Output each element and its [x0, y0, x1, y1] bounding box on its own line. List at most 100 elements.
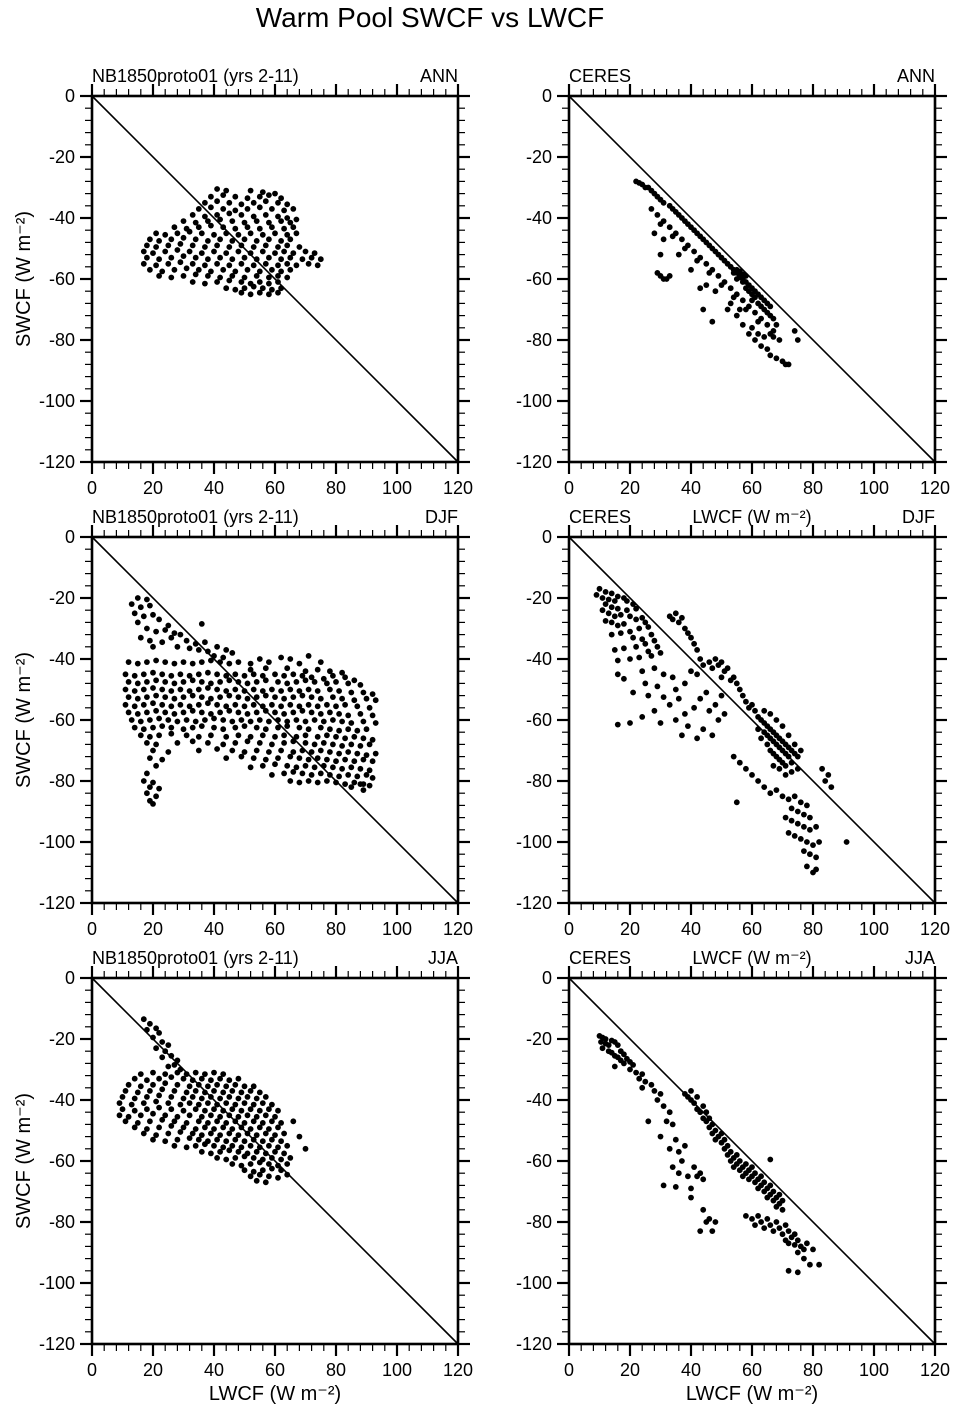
- panel-left-title: CERES: [569, 948, 632, 968]
- svg-text:-60: -60: [526, 1151, 552, 1171]
- svg-text:0: 0: [87, 478, 97, 498]
- svg-text:100: 100: [382, 478, 412, 498]
- panel-season-label: DJF: [902, 507, 935, 527]
- x-axis-title: LWCF (W m⁻²): [685, 1383, 819, 1405]
- svg-text:60: 60: [265, 1360, 285, 1380]
- svg-text:100: 100: [859, 919, 889, 939]
- svg-text:-40: -40: [526, 208, 552, 228]
- svg-text:40: 40: [204, 919, 224, 939]
- svg-text:120: 120: [443, 478, 473, 498]
- svg-text:40: 40: [204, 1360, 224, 1380]
- svg-text:40: 40: [681, 1360, 701, 1380]
- svg-text:0: 0: [564, 1360, 574, 1380]
- svg-text:-40: -40: [49, 649, 75, 669]
- scatter-panel-ceres-ann: 0 20 40 60 80 100 120 0 -20 -40 -60 -80 -100 -120: [497, 76, 953, 520]
- svg-text:-60: -60: [526, 269, 552, 289]
- svg-text:-100: -100: [516, 1273, 552, 1293]
- svg-text:-20: -20: [49, 147, 75, 167]
- svg-text:-20: -20: [49, 1029, 75, 1049]
- panel-left-title: NB1850proto01 (yrs 2-11): [92, 948, 299, 968]
- panel-header-model-djf: NB1850proto01 (yrs 2-11) DJF: [92, 507, 458, 527]
- svg-text:120: 120: [920, 478, 950, 498]
- svg-text:0: 0: [564, 478, 574, 498]
- svg-text:-100: -100: [516, 832, 552, 852]
- panel-left-title: CERES: [569, 66, 632, 86]
- svg-text:-40: -40: [526, 649, 552, 669]
- svg-text:80: 80: [326, 919, 346, 939]
- svg-text:40: 40: [204, 478, 224, 498]
- svg-text:-100: -100: [516, 391, 552, 411]
- svg-text:-120: -120: [39, 1334, 75, 1354]
- svg-text:-20: -20: [526, 1029, 552, 1049]
- svg-text:-60: -60: [526, 710, 552, 730]
- panel-left-title: NB1850proto01 (yrs 2-11): [92, 66, 299, 86]
- svg-text:20: 20: [143, 919, 163, 939]
- svg-text:0: 0: [87, 1360, 97, 1380]
- panel-season-label: ANN: [419, 66, 458, 86]
- svg-text:-40: -40: [526, 1090, 552, 1110]
- svg-text:20: 20: [620, 1360, 640, 1380]
- svg-text:-20: -20: [526, 588, 552, 608]
- svg-text:80: 80: [326, 478, 346, 498]
- panel-center-title: LWCF (W m⁻²): [692, 948, 812, 968]
- svg-text:-120: -120: [39, 893, 75, 913]
- svg-text:-80: -80: [49, 771, 75, 791]
- svg-text:60: 60: [742, 919, 762, 939]
- svg-text:60: 60: [742, 478, 762, 498]
- svg-text:20: 20: [620, 478, 640, 498]
- svg-text:-80: -80: [526, 330, 552, 350]
- scatter-panel-ceres-jja: 0 20 40 60 80 100 120 0 -20 -40 -60 -80 -100 -120: [497, 958, 953, 1402]
- svg-text:-80: -80: [526, 1212, 552, 1232]
- panel-season-label: ANN: [896, 66, 935, 86]
- svg-text:0: 0: [87, 919, 97, 939]
- svg-text:0: 0: [542, 527, 552, 547]
- panel-center-title: LWCF (W m⁻²): [692, 507, 812, 527]
- svg-text:20: 20: [143, 478, 163, 498]
- scatter-panel-model-ann: 0 20 40 60 80 100 120 0 -20 -40 -60 -80 -100 -120: [20, 76, 492, 520]
- svg-text:20: 20: [143, 1360, 163, 1380]
- svg-text:0: 0: [65, 86, 75, 106]
- svg-text:-120: -120: [516, 893, 552, 913]
- panel-header-ceres-djf: CERES LWCF (W m⁻²) DJF: [569, 507, 935, 527]
- panel-header-ceres-ann: CERES ANN: [569, 66, 935, 86]
- svg-text:-80: -80: [49, 330, 75, 350]
- svg-text:120: 120: [920, 919, 950, 939]
- svg-text:-120: -120: [516, 452, 552, 472]
- svg-text:40: 40: [681, 919, 701, 939]
- svg-text:80: 80: [803, 1360, 823, 1380]
- svg-text:-40: -40: [49, 208, 75, 228]
- svg-text:-20: -20: [526, 147, 552, 167]
- svg-text:60: 60: [742, 1360, 762, 1380]
- svg-text:0: 0: [65, 527, 75, 547]
- svg-text:-80: -80: [526, 771, 552, 791]
- svg-text:100: 100: [859, 478, 889, 498]
- panel-left-title: NB1850proto01 (yrs 2-11): [92, 507, 299, 527]
- scatter-panel-model-jja: 0 20 40 60 80 100 120 0 -20 -40 -60 -80 -100 -120: [20, 958, 492, 1402]
- svg-text:100: 100: [382, 1360, 412, 1380]
- svg-text:-20: -20: [49, 588, 75, 608]
- svg-text:-60: -60: [49, 269, 75, 289]
- svg-text:-120: -120: [39, 452, 75, 472]
- svg-text:-120: -120: [516, 1334, 552, 1354]
- svg-text:0: 0: [542, 968, 552, 988]
- panel-season-label: JJA: [427, 948, 458, 968]
- svg-text:80: 80: [326, 1360, 346, 1380]
- svg-text:0: 0: [542, 86, 552, 106]
- svg-text:60: 60: [265, 478, 285, 498]
- figure-title: Warm Pool SWCF vs LWCF: [255, 2, 605, 33]
- svg-text:0: 0: [65, 968, 75, 988]
- panel-season-label: JJA: [904, 948, 935, 968]
- svg-text:80: 80: [803, 478, 823, 498]
- svg-text:-100: -100: [39, 832, 75, 852]
- svg-text:-40: -40: [49, 1090, 75, 1110]
- svg-text:-60: -60: [49, 1151, 75, 1171]
- panel-header-model-jja: NB1850proto01 (yrs 2-11) JJA: [92, 948, 458, 968]
- svg-text:60: 60: [265, 919, 285, 939]
- svg-text:0: 0: [564, 919, 574, 939]
- svg-text:-60: -60: [49, 710, 75, 730]
- scatter-panel-model-djf: 0 20 40 60 80 100 120 0 -20 -40 -60 -80 -100 -120: [20, 517, 492, 961]
- svg-text:-100: -100: [39, 391, 75, 411]
- panel-season-label: DJF: [425, 507, 458, 527]
- svg-text:-80: -80: [49, 1212, 75, 1232]
